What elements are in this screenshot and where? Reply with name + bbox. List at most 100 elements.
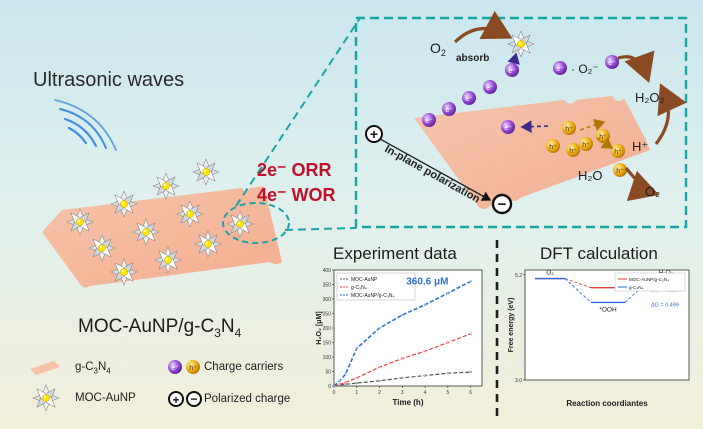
dft-ytick-label: 3.0 (515, 378, 522, 384)
exp-series-point-2 (469, 280, 472, 283)
cluster-8 (226, 210, 254, 238)
ultrasonic-waves-icon (54, 99, 117, 151)
exp-series-point-2 (378, 326, 381, 330)
exp-ytick-label: 150 (323, 341, 332, 347)
hole-drift-arrow (579, 118, 606, 132)
exp-xtick-label: 5 (446, 390, 449, 396)
zoom-ray-bottom (284, 227, 357, 231)
zoom-circle (222, 202, 290, 244)
exp-ylabel: H₂O₂ [μM] (316, 311, 323, 344)
cluster-6 (132, 218, 160, 246)
legend-polarized-label: Polarized charge (204, 393, 291, 405)
h2o-reactant: H₂O (578, 168, 603, 183)
exp-series-point-2 (344, 373, 347, 376)
exp-ytick-label: 400 (323, 268, 332, 274)
dft-step-label-0: O₂ (546, 270, 554, 277)
legend-hole-icon (186, 360, 200, 374)
exp-series-point-2 (423, 303, 427, 306)
dft-legend-label-0: MOC-AuNP/g-C₃N₄ (629, 277, 669, 282)
exp-legend-box (336, 272, 416, 301)
svg-text:e⁻: e⁻ (425, 118, 433, 125)
negative-pole: − (491, 193, 513, 215)
svg-text:h⁺: h⁺ (616, 168, 624, 175)
legend-electron-icon (168, 360, 182, 374)
dft-ytick-label: 5.2 (515, 273, 522, 279)
exp-series-point-1 (338, 383, 341, 386)
legend-gcn-label: g-C3N4 (75, 361, 111, 376)
dft-title: DFT calculation (540, 244, 658, 263)
exp-series-point-1 (378, 366, 381, 369)
dft-connector-0-1 (564, 278, 592, 289)
exp-ytick-label: 50 (325, 370, 331, 376)
cluster-4 (192, 158, 220, 186)
exp-series-point-2 (401, 313, 404, 317)
svg-text:e⁻: e⁻ (508, 68, 516, 75)
positive-pole: + (365, 125, 383, 143)
exp-series-point-1 (423, 350, 427, 353)
legend-moc-label: MOC-AuNP (75, 392, 136, 404)
legend-polarized-icon: + − (168, 391, 202, 407)
svg-text:h⁺: h⁺ (569, 148, 577, 155)
ultrasonic-label: Ultrasonic waves (33, 69, 185, 91)
dft-step-label-1: *OOH (599, 306, 617, 313)
experiment-title: Experiment data (333, 244, 457, 263)
legend-cluster-icon (32, 384, 60, 412)
exp-series-point-1 (355, 376, 358, 380)
svg-text:h⁺: h⁺ (549, 144, 557, 151)
hplus-label: H⁺ (632, 139, 648, 154)
polarization-axis (379, 138, 492, 201)
dft-ylabel: Free energy (eV) (508, 298, 515, 353)
exp-series-point-2 (338, 379, 341, 382)
svg-text:h⁺: h⁺ (189, 365, 197, 372)
material-name: MOC-AuNP/g-C3N4 (78, 316, 242, 340)
legend-gcn-swatch (30, 361, 60, 375)
svg-text:e⁻: e⁻ (504, 125, 512, 132)
exp-ytick-label: 0 (328, 384, 331, 390)
exp-legend-label-0: MOC-AuNP (351, 277, 378, 283)
svg-text:h⁺: h⁺ (614, 149, 622, 156)
water-oxidation-arrow (624, 166, 660, 202)
exp-xtick-label: 0 (333, 390, 336, 396)
svg-text:−: − (190, 392, 197, 406)
svg-text:e⁻: e⁻ (556, 66, 564, 73)
exp-ytick-label: 300 (323, 297, 332, 303)
hplus-arrow (654, 83, 687, 145)
svg-text:h⁺: h⁺ (582, 142, 590, 149)
o2-reactant: O2 (430, 40, 446, 58)
exp-series-point-0 (423, 374, 427, 377)
exp-series-point-1 (401, 357, 404, 360)
exp-xtick-label: 6 (469, 390, 472, 396)
svg-text:h⁺: h⁺ (599, 134, 607, 141)
exp-series-point-1 (446, 341, 449, 344)
exp-xtick-label: 1 (355, 390, 358, 396)
dft-chart: 3.0 5.2 Free energy (eV) Reaction coordiant… (508, 269, 690, 408)
exp-xtick-label: 3 (401, 390, 404, 396)
dft-xlabel: Reaction coordiantes (566, 399, 648, 408)
svg-text:−: − (498, 196, 507, 213)
cluster-1 (66, 208, 94, 236)
svg-text:+: + (172, 393, 179, 407)
cluster-2 (110, 190, 138, 218)
absorb-label: absorb (456, 53, 489, 64)
cluster-10 (154, 246, 182, 274)
exp-ytick-label: 350 (323, 283, 332, 289)
exp-ytick-label: 200 (323, 326, 332, 332)
zoom-box (354, 16, 688, 229)
dft-legend-box (614, 272, 686, 292)
exp-series-point-2 (446, 292, 449, 295)
exp-series-point-1 (344, 381, 347, 384)
svg-text:e⁻: e⁻ (486, 85, 494, 92)
exp-series-point-0 (355, 381, 358, 385)
electron-to-cluster-arrow (507, 52, 520, 65)
svg-text:e⁻: e⁻ (608, 60, 616, 67)
svg-text:e⁻: e⁻ (445, 107, 453, 114)
cluster-9 (110, 258, 138, 286)
exp-xtick-label: 4 (424, 390, 427, 396)
cluster-3 (152, 172, 180, 200)
svg-text:h⁺: h⁺ (565, 126, 573, 133)
wor-label: 4e⁻ WOR (257, 185, 336, 205)
exp-series-point-0 (401, 376, 404, 380)
legend-carriers-label: Charge carriers (204, 361, 284, 373)
